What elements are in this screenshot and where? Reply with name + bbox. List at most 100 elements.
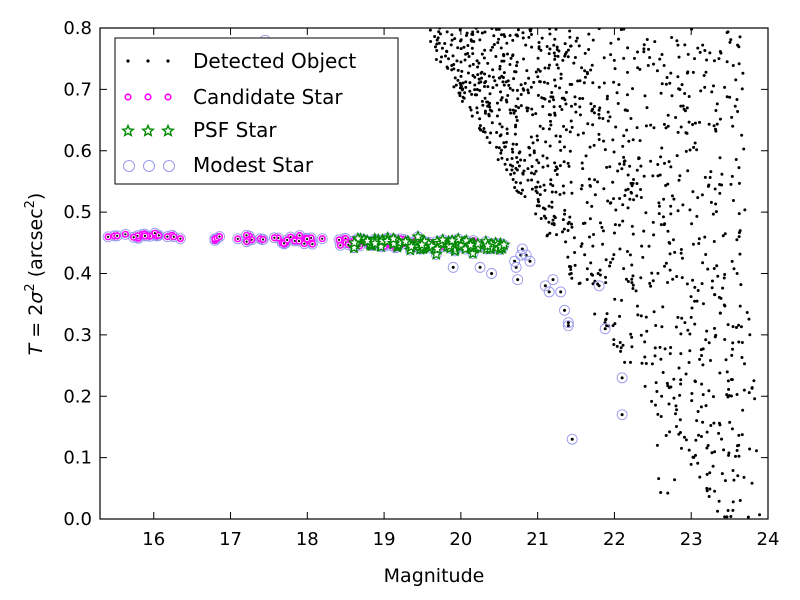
detected-object-point — [481, 103, 485, 107]
detected-object-point — [681, 203, 685, 207]
detected-object-point — [630, 184, 634, 188]
detected-object-point — [528, 259, 532, 263]
detected-object-point — [603, 327, 607, 331]
detected-object-point — [683, 109, 687, 113]
detected-object-point — [525, 69, 529, 73]
detected-object-point — [502, 71, 506, 75]
detected-object-point — [472, 40, 476, 44]
detected-object-point — [665, 381, 669, 385]
detected-object-point — [758, 513, 762, 517]
detected-object-point — [303, 242, 306, 245]
detected-object-point — [547, 290, 551, 294]
detected-object-point — [639, 196, 643, 200]
x-tick-label: 23 — [680, 529, 703, 550]
detected-object-point — [591, 123, 595, 127]
detected-object-point — [570, 222, 574, 226]
detected-object-point — [511, 88, 515, 92]
detected-object-point — [524, 43, 528, 47]
detected-object-point — [657, 477, 661, 481]
legend-marker-star — [121, 123, 175, 137]
x-tick-label: 24 — [757, 529, 780, 550]
detected-object-point — [643, 384, 647, 388]
detected-object-point — [699, 405, 703, 409]
detected-object-point — [739, 283, 743, 287]
modest-star-point — [593, 280, 605, 292]
detected-object-point — [737, 454, 741, 458]
detected-object-point — [510, 147, 514, 151]
detected-object-point — [480, 31, 484, 35]
detected-object-point — [499, 148, 503, 152]
detected-object-point — [543, 97, 547, 101]
detected-object-point — [516, 160, 520, 164]
detected-object-point — [714, 202, 718, 206]
detected-object-point — [627, 139, 631, 143]
detected-object-point — [570, 83, 574, 87]
detected-object-point — [545, 156, 549, 160]
detected-object-point — [494, 54, 498, 58]
detected-object-point — [494, 28, 498, 31]
detected-object-point — [742, 147, 746, 151]
detected-object-point — [731, 469, 735, 473]
detected-object-point — [496, 158, 500, 162]
detected-object-point — [742, 475, 746, 479]
detected-object-point — [662, 197, 666, 201]
detected-object-point — [612, 253, 616, 257]
detected-object-point — [564, 102, 568, 106]
detected-object-point — [720, 183, 724, 187]
detected-object-point — [471, 62, 475, 66]
detected-object-point — [516, 28, 520, 32]
detected-object-point — [497, 108, 501, 112]
detected-object-point — [655, 443, 659, 447]
detected-object-point — [713, 127, 717, 131]
detected-object-point — [478, 265, 482, 269]
detected-object-point — [537, 41, 541, 45]
detected-object-point — [552, 51, 556, 55]
detected-object-point — [639, 276, 643, 280]
detected-object-point — [581, 96, 585, 100]
detected-object-point — [685, 106, 689, 110]
detected-object-point — [477, 126, 481, 130]
detected-object-point — [574, 39, 578, 43]
detected-object-point — [704, 338, 708, 342]
detected-object-point — [569, 119, 573, 123]
y-tick-label: 0.1 — [63, 448, 92, 469]
detected-object-point — [597, 112, 601, 116]
detected-object-point — [668, 430, 672, 434]
detected-object-point — [679, 446, 683, 450]
detected-object-point — [677, 366, 681, 370]
detected-object-point — [645, 37, 649, 41]
detected-object-point — [745, 311, 749, 315]
detected-object-point — [498, 67, 502, 71]
detected-object-point — [596, 272, 600, 276]
detected-object-point — [690, 391, 694, 395]
modest-star-point — [562, 320, 574, 332]
data-points — [102, 28, 762, 519]
detected-object-point — [666, 281, 670, 285]
detected-object-point — [547, 127, 551, 131]
detected-object-point — [554, 190, 558, 194]
detected-object-point — [707, 341, 711, 345]
detected-object-point — [732, 267, 736, 271]
detected-object-point — [710, 286, 714, 290]
detected-object-point — [697, 433, 701, 437]
detected-object-point — [738, 35, 742, 39]
detected-object-point — [701, 43, 705, 47]
detected-object-point — [569, 180, 573, 184]
detected-object-point — [712, 84, 716, 88]
y-tick-label: 0.5 — [63, 202, 92, 223]
detected-object-point — [738, 304, 742, 308]
detected-object-point — [547, 99, 551, 103]
detected-object-point — [679, 125, 683, 129]
detected-object-point — [648, 55, 652, 59]
detected-object-point — [652, 233, 656, 237]
detected-object-point — [688, 208, 692, 212]
detected-object-point — [712, 266, 716, 270]
detected-object-point — [676, 43, 680, 47]
detected-object-point — [605, 312, 609, 316]
detected-object-point — [529, 85, 533, 89]
detected-object-point — [503, 162, 507, 166]
detected-object-point — [574, 110, 578, 114]
detected-object-point — [562, 160, 566, 164]
detected-object-point — [701, 393, 705, 397]
detected-object-point — [563, 208, 567, 212]
